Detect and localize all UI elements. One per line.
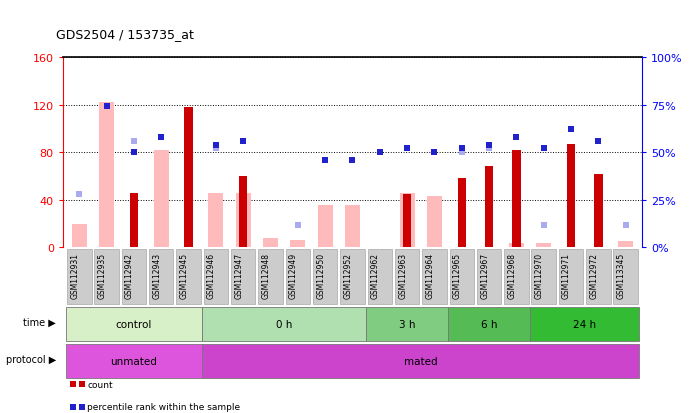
Bar: [184, 108, 193, 248]
Bar: [318, 205, 333, 248]
FancyBboxPatch shape: [149, 249, 174, 304]
Bar: [72, 224, 87, 248]
Bar: [485, 167, 493, 248]
Text: GSM112935: GSM112935: [98, 252, 107, 299]
Text: GSM112945: GSM112945: [179, 252, 188, 299]
Bar: [427, 197, 442, 248]
FancyBboxPatch shape: [422, 249, 447, 304]
FancyBboxPatch shape: [448, 307, 530, 341]
Text: mated: mated: [404, 356, 438, 366]
Bar: [567, 145, 575, 248]
Text: GSM112931: GSM112931: [70, 252, 79, 298]
FancyBboxPatch shape: [258, 249, 283, 304]
Bar: [512, 150, 521, 248]
FancyBboxPatch shape: [66, 307, 202, 341]
Bar: [400, 193, 415, 248]
FancyBboxPatch shape: [231, 249, 255, 304]
Text: GSM112947: GSM112947: [235, 252, 243, 299]
Bar: [154, 150, 169, 248]
Text: unmated: unmated: [110, 356, 157, 366]
FancyBboxPatch shape: [450, 249, 474, 304]
FancyBboxPatch shape: [94, 249, 119, 304]
Bar: [208, 193, 223, 248]
FancyBboxPatch shape: [202, 307, 366, 341]
FancyBboxPatch shape: [477, 249, 501, 304]
Text: GDS2504 / 153735_at: GDS2504 / 153735_at: [56, 28, 194, 41]
FancyBboxPatch shape: [66, 344, 202, 378]
Text: GSM112971: GSM112971: [562, 252, 571, 298]
Text: GSM112948: GSM112948: [262, 252, 271, 298]
Text: GSM112972: GSM112972: [589, 252, 598, 298]
FancyBboxPatch shape: [204, 249, 228, 304]
Bar: [263, 238, 278, 248]
FancyBboxPatch shape: [67, 249, 91, 304]
FancyBboxPatch shape: [313, 249, 337, 304]
Text: GSM112968: GSM112968: [507, 252, 517, 298]
Text: 6 h: 6 h: [481, 319, 498, 329]
Bar: [290, 241, 305, 248]
Text: GSM112962: GSM112962: [371, 252, 380, 298]
FancyBboxPatch shape: [559, 249, 584, 304]
FancyBboxPatch shape: [202, 344, 639, 378]
Text: GSM112942: GSM112942: [125, 252, 134, 298]
FancyBboxPatch shape: [504, 249, 529, 304]
Bar: [509, 243, 524, 248]
Bar: [536, 243, 551, 248]
Text: time ▶: time ▶: [23, 317, 56, 327]
Bar: [403, 195, 411, 248]
Text: GSM113345: GSM113345: [617, 252, 626, 299]
Bar: [618, 242, 633, 248]
FancyBboxPatch shape: [586, 249, 611, 304]
Text: GSM112964: GSM112964: [426, 252, 434, 299]
Text: GSM112943: GSM112943: [152, 252, 161, 299]
Bar: [345, 205, 360, 248]
FancyBboxPatch shape: [614, 249, 638, 304]
FancyBboxPatch shape: [531, 249, 556, 304]
Bar: [130, 193, 138, 248]
FancyBboxPatch shape: [395, 249, 419, 304]
Text: 24 h: 24 h: [573, 319, 596, 329]
Text: GSM112946: GSM112946: [207, 252, 216, 299]
Text: GSM112952: GSM112952: [343, 252, 352, 298]
Text: 0 h: 0 h: [276, 319, 292, 329]
Text: GSM112950: GSM112950: [316, 252, 325, 299]
Bar: [99, 103, 114, 248]
Text: GSM112970: GSM112970: [535, 252, 544, 299]
FancyBboxPatch shape: [340, 249, 365, 304]
Text: GSM112949: GSM112949: [289, 252, 298, 299]
FancyBboxPatch shape: [530, 307, 639, 341]
FancyBboxPatch shape: [368, 249, 392, 304]
Text: GSM112963: GSM112963: [398, 252, 407, 299]
Bar: [239, 177, 247, 248]
Text: control: control: [116, 319, 152, 329]
FancyBboxPatch shape: [285, 249, 310, 304]
Bar: [458, 179, 466, 248]
Text: count: count: [87, 380, 113, 389]
FancyBboxPatch shape: [176, 249, 201, 304]
Text: percentile rank within the sample: percentile rank within the sample: [87, 402, 240, 411]
Text: GSM112967: GSM112967: [480, 252, 489, 299]
Text: protocol ▶: protocol ▶: [6, 354, 56, 364]
Text: GSM112965: GSM112965: [453, 252, 462, 299]
FancyBboxPatch shape: [366, 307, 448, 341]
Bar: [236, 193, 251, 248]
FancyBboxPatch shape: [121, 249, 146, 304]
Bar: [594, 174, 602, 248]
Text: 3 h: 3 h: [399, 319, 415, 329]
